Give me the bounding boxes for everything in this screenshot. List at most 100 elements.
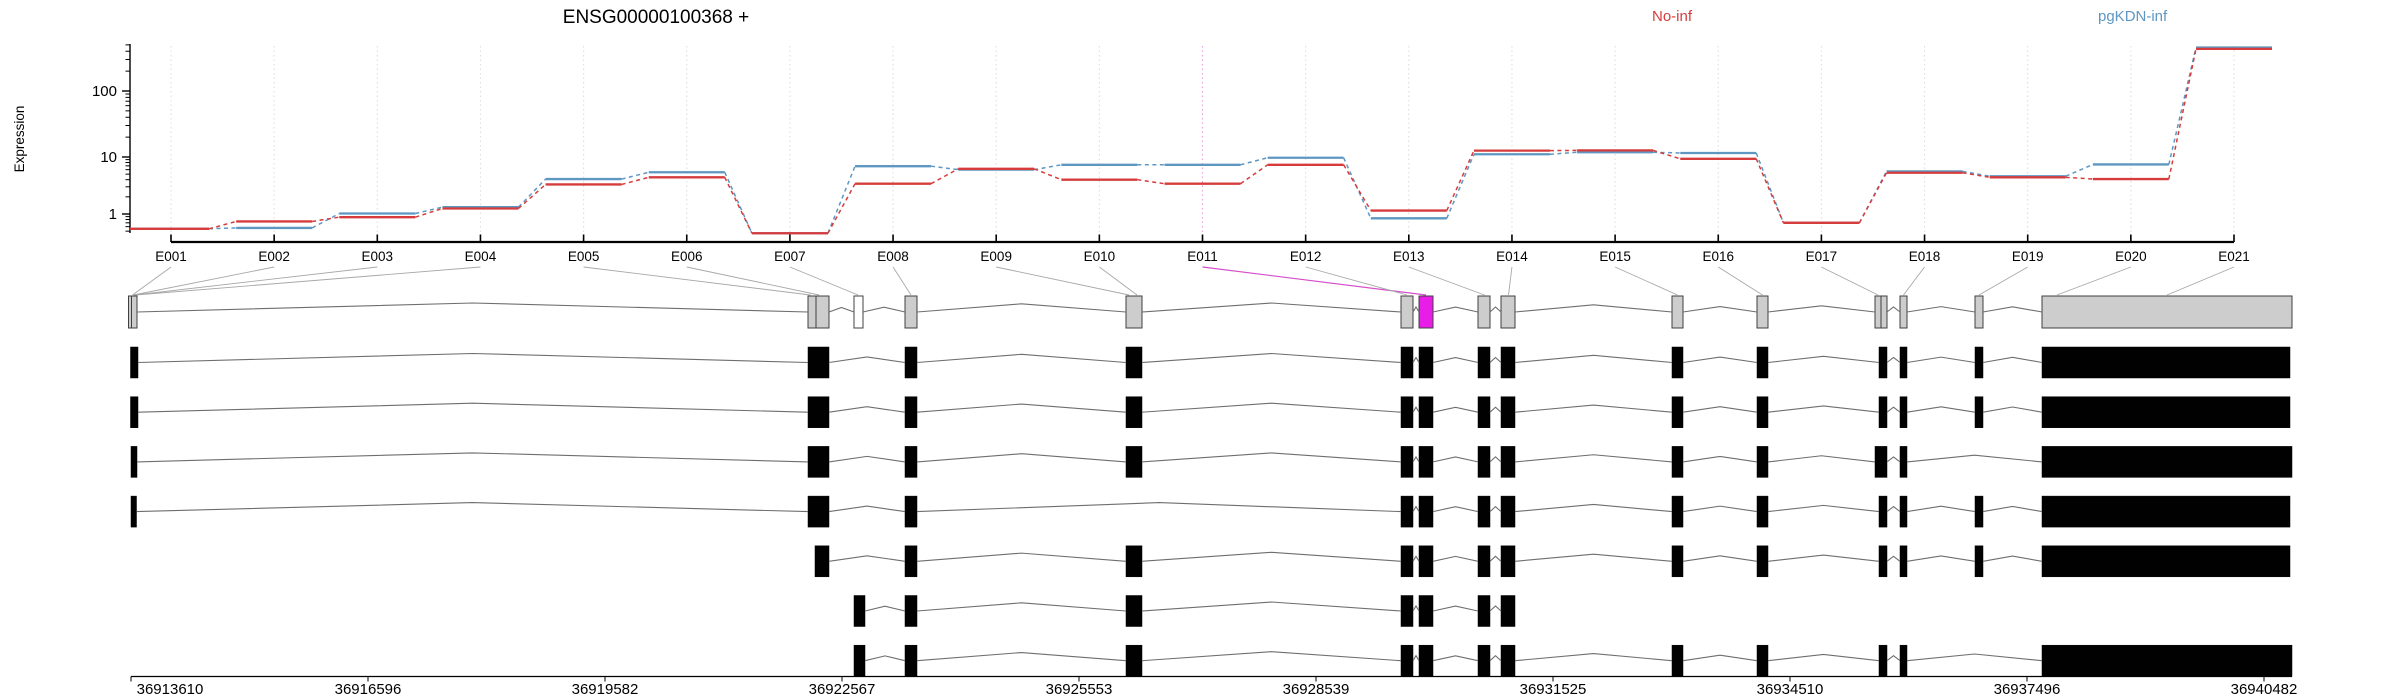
exon-bin-label: E021 [2218, 249, 2250, 264]
exon-bin-label: E014 [1496, 249, 1528, 264]
connector [996, 266, 1130, 296]
aggregate-exon [1756, 295, 1769, 329]
transcript-exon [130, 495, 137, 528]
intron-line [1489, 456, 1502, 463]
exon-bin-label: E015 [1599, 249, 1631, 264]
genomic-axis: 36913610 36916596 36919582 36922567 36925553… [130, 675, 2297, 698]
transcript-exon [1400, 545, 1414, 578]
genomic-coordinate-label: 36919582 [572, 681, 639, 698]
transcript-exon [2041, 495, 2291, 528]
exon-bin-label: E016 [1702, 249, 1734, 264]
transcript-exon [1477, 446, 1491, 478]
transcript-exon [1878, 396, 1888, 428]
intron-line [1432, 456, 1479, 463]
connector [1614, 266, 1678, 296]
intron-line [1906, 356, 1976, 364]
expression-transition [1034, 164, 1062, 171]
aggregate-exon [2041, 295, 2293, 329]
intron-line [1682, 406, 1758, 413]
expression-transition [827, 183, 856, 234]
transcript-exon [1500, 495, 1516, 528]
transcript-exon [1500, 396, 1516, 428]
transcript-exon [1500, 346, 1516, 379]
intron-line [137, 352, 809, 364]
transcript-exon [2041, 545, 2291, 578]
expression-transition [724, 171, 753, 234]
intron-line [916, 453, 1127, 463]
exon-bin-label: E002 [258, 249, 290, 264]
transcript-exon [1671, 396, 1684, 428]
intron-line [1141, 551, 1402, 562]
y-tick-label: 10 [100, 149, 117, 166]
intron-line [1906, 406, 1976, 413]
genomic-coordinate-label: 36913610 [137, 681, 204, 698]
y-axis-title: Expression [12, 106, 27, 173]
aggregate-exon [1400, 295, 1414, 329]
intron-line [1682, 505, 1758, 513]
transcript-exon [1418, 595, 1434, 627]
genomic-coordinate-label: 36916596 [335, 681, 402, 698]
transcript-exon [1125, 346, 1143, 379]
transcript-exon [1878, 644, 1888, 677]
transcript-exon [1418, 644, 1434, 677]
transcript-exon [1125, 396, 1143, 428]
transcript-exon [1418, 396, 1434, 428]
transcript-exon [2041, 396, 2291, 428]
page-title: ENSG00000100368 + [562, 7, 750, 28]
connector [1099, 266, 1138, 296]
intron-line [1141, 601, 1402, 612]
transcript-exon [130, 346, 139, 379]
aggregate-exon [807, 295, 817, 329]
intron-line [828, 455, 906, 463]
transcript-exon [1671, 446, 1684, 478]
exon-bin-label: E007 [774, 249, 806, 264]
transcript-exon [904, 396, 918, 428]
y-tick-label: 100 [92, 83, 117, 100]
transcript-exon [1500, 446, 1516, 478]
expression-transition [208, 227, 237, 230]
intron-line [1412, 406, 1420, 413]
transcript-row [130, 495, 2291, 528]
intron-line [1412, 356, 1420, 363]
transcript-exon [1756, 644, 1769, 677]
intron-line [1489, 306, 1502, 313]
genomic-coordinate-label: 36922567 [809, 681, 876, 698]
intron-line [1767, 455, 1876, 463]
y-axis: 1 10 100 Expression [12, 44, 131, 233]
genomic-coordinate-label: 36925553 [1046, 681, 1113, 698]
intron-line [1982, 306, 2043, 313]
expression-transition [1446, 150, 1475, 211]
exon-bin-label: E006 [671, 249, 703, 264]
transcript-exon [1756, 396, 1769, 428]
gridlines [170, 46, 2235, 233]
transcript-exon [853, 595, 866, 627]
transcript-exon [904, 346, 918, 379]
genomic-coordinate-label: 36937496 [1994, 681, 2061, 698]
transcript-row [130, 346, 2291, 379]
transcript-exon [1974, 545, 1984, 578]
exon-bin-label: E008 [877, 249, 909, 264]
intron-line [1982, 505, 2043, 513]
connector [132, 266, 172, 296]
exon-bin-label: E020 [2115, 249, 2147, 264]
connector [133, 266, 275, 296]
intron-line [864, 605, 906, 612]
expression-transition [1962, 171, 1990, 179]
intron-line [1886, 356, 1901, 363]
expression-transition [621, 176, 649, 186]
transcript-exon [1899, 644, 1908, 677]
connector [1903, 266, 1925, 296]
transcript-exon [1671, 545, 1684, 578]
intron-line [916, 602, 1127, 612]
expression-transition [1446, 153, 1475, 219]
intron-line [136, 502, 809, 513]
intron-line [1432, 655, 1479, 662]
transcript-exon [1974, 346, 1984, 379]
connector [134, 266, 378, 296]
expression-transition [1240, 157, 1268, 166]
legend-pgkdn-inf: pgKDN-inf [2098, 8, 2168, 25]
transcript-exon [2041, 346, 2291, 379]
transcript-exon [1899, 545, 1908, 578]
intron-line [1432, 605, 1479, 612]
